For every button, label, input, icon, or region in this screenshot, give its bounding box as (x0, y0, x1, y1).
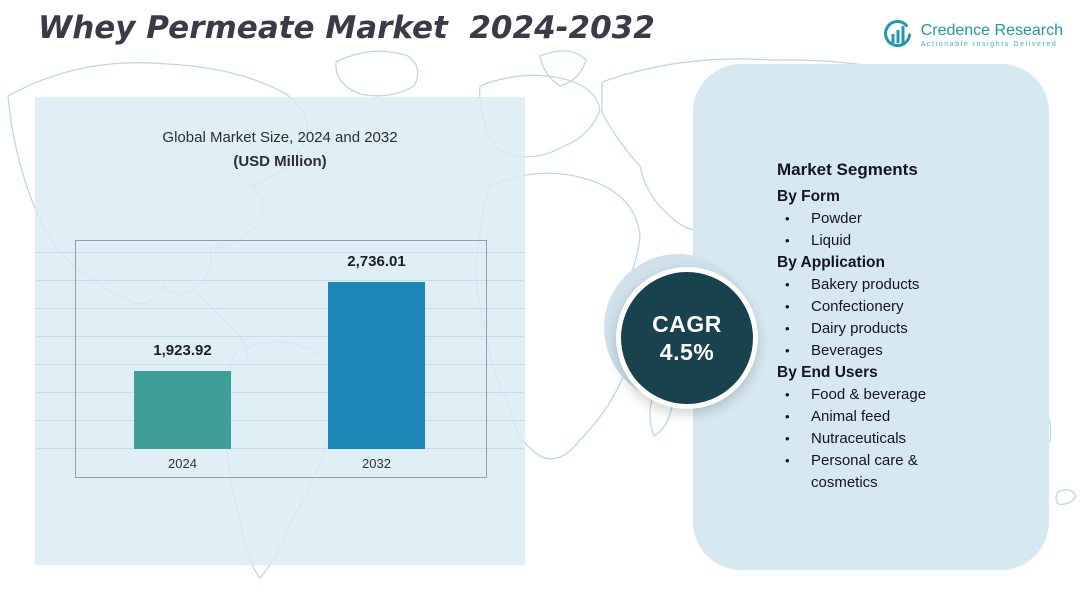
list-item: Confectionery (777, 296, 1027, 318)
segment-item: Animal feed (811, 408, 891, 425)
bar-group-2032: 2,736.01 2032 (328, 241, 425, 477)
chart-title-block: Global Market Size, 2024 and 2032 (USD M… (35, 129, 525, 170)
bullet-icon (777, 340, 811, 362)
list-item: Bakery products (777, 274, 1027, 296)
bar-value-2024: 1,923.92 (153, 342, 212, 359)
segment-item: Dairy products (811, 320, 908, 337)
segment-item: Liquid (811, 232, 852, 249)
market-size-panel: Global Market Size, 2024 and 2032 (USD M… (35, 97, 525, 565)
list-item: Dairy products (777, 318, 1027, 340)
bar-2024 (134, 371, 231, 449)
list-item: Nutraceuticals (777, 428, 1027, 450)
chart-title: Global Market Size, 2024 and 2032 (162, 129, 398, 146)
bullet-icon (777, 384, 811, 406)
list-item: Liquid (777, 230, 1027, 252)
logo-tagline: Actionable Insights Delivered (920, 41, 1058, 48)
segment-heading-by-application: By Application (777, 254, 885, 271)
list-item: Animal feed (777, 406, 1027, 428)
bullet-icon (777, 296, 811, 318)
segment-item: Nutraceuticals (811, 430, 907, 447)
segments-title: Market Segments (777, 160, 918, 179)
cagr-label: CAGR (652, 311, 722, 337)
logo-text: Credence Research Actionable Insights De… (921, 22, 1063, 48)
axis-label-2024: 2024 (168, 456, 197, 471)
cagr-badge: CAGR 4.5% (616, 267, 758, 409)
segment-item: Powder (811, 210, 862, 227)
list-item: Personal care & cosmetics (777, 450, 1027, 494)
segment-item: Confectionery (811, 298, 904, 315)
bullet-icon (777, 230, 811, 252)
bullet-icon (777, 428, 811, 450)
list-item: Powder (777, 208, 1027, 230)
chart-gridlines (35, 252, 525, 454)
segment-heading-by-form: By Form (777, 188, 840, 205)
chart-subtitle: (USD Million) (233, 153, 327, 170)
segment-item: Personal care & cosmetics (811, 452, 918, 491)
bullet-icon (777, 406, 811, 428)
cagr-value: 4.5% (659, 339, 715, 365)
bullet-icon (777, 450, 811, 494)
list-item: Food & beverage (777, 384, 1027, 406)
bullet-icon (777, 208, 811, 230)
bar-chart: 1,923.92 2024 2,736.01 2032 (75, 240, 487, 478)
bullet-icon (777, 274, 811, 296)
segment-heading-by-end-users: By End Users (777, 364, 878, 381)
credence-logo-icon (883, 20, 911, 48)
bar-value-2032: 2,736.01 (347, 253, 406, 270)
credence-research-logo: Credence Research Actionable Insights De… (880, 18, 1063, 52)
bar-group-2024: 1,923.92 2024 (134, 241, 231, 477)
logo-brand-name: Credence Research (920, 22, 1063, 39)
segment-item: Food & beverage (811, 386, 927, 403)
bullet-icon (777, 318, 811, 340)
page-title: Whey Permeate Market 2024-2032 (38, 10, 655, 46)
list-item: Beverages (777, 340, 1027, 362)
segment-item: Beverages (811, 342, 883, 359)
bar-2032 (328, 282, 425, 449)
segment-item: Bakery products (811, 276, 920, 293)
axis-label-2032: 2032 (362, 456, 391, 471)
